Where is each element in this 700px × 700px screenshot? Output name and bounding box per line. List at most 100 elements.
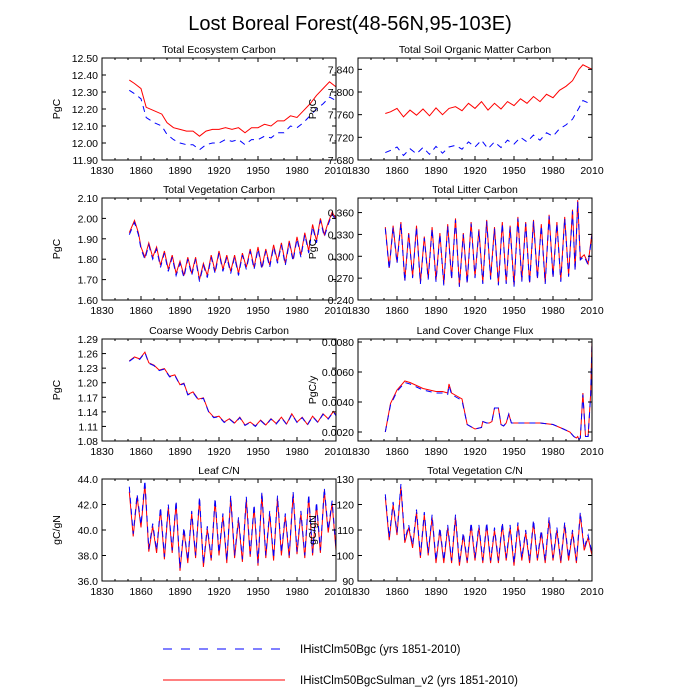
x-tick-label: 1860 <box>129 305 153 317</box>
x-tick-label: 1860 <box>385 165 409 177</box>
x-tick-label: 1830 <box>346 165 370 177</box>
series-line-bgc <box>128 480 336 569</box>
figure-title: Lost Boreal Forest(48-56N,95-103E) <box>188 13 512 35</box>
x-tick-label: 2010 <box>324 446 348 458</box>
x-tick-label: 1830 <box>90 446 114 458</box>
y-tick-label: 1.14 <box>78 407 99 419</box>
plot-frame <box>101 57 337 161</box>
y-tick-label: 110 <box>337 525 354 537</box>
x-tick-label: 1860 <box>129 586 153 598</box>
y-axis-label: PgC <box>51 238 63 259</box>
y-tick-label: 44.0 <box>78 474 99 486</box>
series-line-bgc <box>385 99 592 157</box>
y-tick-label: 1.23 <box>78 363 99 375</box>
x-tick-label: 2010 <box>580 446 604 458</box>
panel-total-vegetation-carbon: 1830 1860 1890 1920 1950 1980 2010 1.60 1.70 1.80… <box>51 184 348 317</box>
series-line-sulman <box>385 64 592 118</box>
series-line-sulman <box>129 79 336 137</box>
series-line-bgc <box>129 89 336 151</box>
x-tick-label: 1950 <box>246 586 270 598</box>
x-tick-label: 2010 <box>580 305 604 317</box>
panel-title: Land Cover Change Flux <box>417 325 534 337</box>
x-tick-label: 1920 <box>207 165 231 177</box>
y-tick-label: 0.0060 <box>322 367 354 379</box>
y-tick-label: 1.26 <box>78 349 99 361</box>
y-tick-label: 0.0080 <box>322 337 354 349</box>
plot-frame <box>357 197 593 301</box>
y-tick-label: 12.40 <box>72 70 98 82</box>
series-line-bgc <box>384 341 592 441</box>
x-tick-label: 1890 <box>424 446 448 458</box>
panel-coarse-woody-debris-carbon: 1830 1860 1890 1920 1950 1980 2010 1.08 1.11 1.14… <box>51 325 348 458</box>
y-tick-label: 90 <box>342 576 354 588</box>
y-tick-label: 12.00 <box>72 138 98 150</box>
x-tick-label: 1920 <box>463 305 487 317</box>
y-tick-label: 36.0 <box>78 576 99 588</box>
y-tick-label: 100 <box>336 551 354 563</box>
x-tick-label: 1890 <box>424 305 448 317</box>
x-tick-label: 1980 <box>285 305 309 317</box>
y-tick-label: 12.30 <box>72 87 98 99</box>
x-tick-label: 1830 <box>346 586 370 598</box>
x-tick-label: 1980 <box>541 446 565 458</box>
panel-title: Coarse Woody Debris Carbon <box>149 325 289 337</box>
plot-frame <box>101 478 337 582</box>
x-tick-label: 2010 <box>324 305 348 317</box>
series-line-sulman <box>384 340 592 441</box>
x-tick-label: 1950 <box>246 446 270 458</box>
x-tick-label: 1920 <box>207 586 231 598</box>
panel-total-ecosystem-carbon: 1830 1860 1890 1920 1950 1980 2010 11.90 12.00 12… <box>51 44 348 177</box>
x-tick-label: 1830 <box>90 305 114 317</box>
y-tick-label: 42.0 <box>78 500 99 512</box>
y-tick-label: 7.840 <box>328 64 354 76</box>
x-tick-label: 1830 <box>346 446 370 458</box>
y-tick-label: 12.20 <box>72 104 98 116</box>
x-tick-label: 1860 <box>129 446 153 458</box>
series-line-bgc <box>129 351 336 428</box>
y-tick-label: 1.17 <box>78 392 99 404</box>
y-tick-label: 0.300 <box>328 251 354 263</box>
x-tick-label: 1830 <box>90 586 114 598</box>
panel-land-cover-change-flux: 1830 1860 1890 1920 1950 1980 2010 0.0020 0.0040… <box>307 325 604 458</box>
x-tick-label: 1830 <box>90 165 114 177</box>
y-tick-label: 2.00 <box>78 213 99 225</box>
y-tick-label: 1.80 <box>78 254 99 266</box>
y-tick-label: 1.70 <box>78 275 99 287</box>
panel-title: Leaf C/N <box>198 465 239 477</box>
y-tick-label: 1.29 <box>78 334 99 346</box>
x-tick-label: 1920 <box>463 586 487 598</box>
x-tick-label: 1860 <box>129 165 153 177</box>
y-tick-label: 0.330 <box>328 229 354 241</box>
y-tick-label: 1.08 <box>78 436 99 448</box>
y-axis-label: PgC <box>51 98 63 119</box>
plot-frame <box>101 197 337 301</box>
y-tick-label: 0.270 <box>328 273 354 285</box>
y-tick-label: 1.60 <box>78 295 99 307</box>
y-tick-label: 0.0020 <box>322 427 354 439</box>
x-tick-label: 1980 <box>285 586 309 598</box>
x-tick-label: 1980 <box>541 165 565 177</box>
x-tick-label: 1920 <box>463 165 487 177</box>
y-tick-label: 130 <box>336 474 354 486</box>
x-tick-label: 1980 <box>541 586 565 598</box>
x-tick-label: 1890 <box>168 305 192 317</box>
y-axis-label: PgC/y <box>307 375 319 404</box>
x-tick-label: 1920 <box>207 305 231 317</box>
y-tick-label: 1.20 <box>78 378 99 390</box>
y-tick-label: 7.720 <box>328 132 354 144</box>
x-tick-label: 1980 <box>285 446 309 458</box>
panel-title: Total Soil Organic Matter Carbon <box>399 44 551 56</box>
x-tick-label: 1950 <box>246 305 270 317</box>
y-tick-label: 7.760 <box>328 110 354 122</box>
y-tick-label: 0.360 <box>328 208 354 220</box>
x-tick-label: 1890 <box>168 165 192 177</box>
y-tick-label: 40.0 <box>78 525 99 537</box>
series-line-sulman <box>384 486 592 566</box>
y-axis-label: PgC <box>51 379 63 400</box>
x-tick-label: 1890 <box>424 165 448 177</box>
x-tick-label: 2010 <box>324 586 348 598</box>
x-tick-label: 2010 <box>580 586 604 598</box>
x-tick-label: 1980 <box>285 165 309 177</box>
x-tick-label: 1890 <box>168 586 192 598</box>
panels: 1830 1860 1890 1920 1950 1980 2010 11.90 12.00 12… <box>51 44 604 598</box>
